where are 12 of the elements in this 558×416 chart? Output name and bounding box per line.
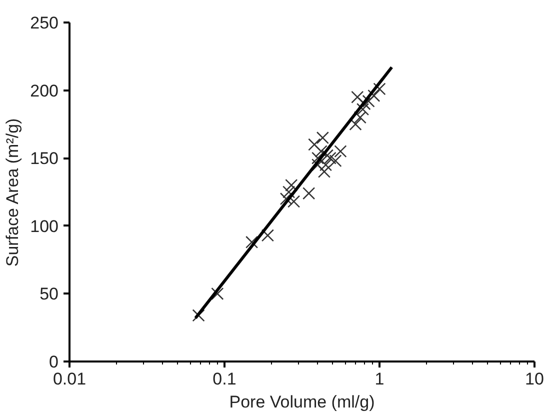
y-tick-label: 50 <box>40 284 59 304</box>
x-tick-label: 0.1 <box>212 370 236 388</box>
x-tick-label: 0.01 <box>52 370 86 388</box>
y-axis-title: Surface Area (m²/g) <box>3 118 22 267</box>
y-tick-label: 200 <box>30 81 59 100</box>
x-tick-label: 10 <box>525 370 544 388</box>
y-tick-label: 100 <box>30 216 59 236</box>
y-tick-label: 250 <box>30 14 59 32</box>
y-tick-label: 0 <box>49 352 59 372</box>
x-tick-label: 1 <box>374 370 384 388</box>
x-axis-title: Pore Volume (ml/g) <box>229 392 375 412</box>
y-tick-label: 150 <box>30 149 59 168</box>
